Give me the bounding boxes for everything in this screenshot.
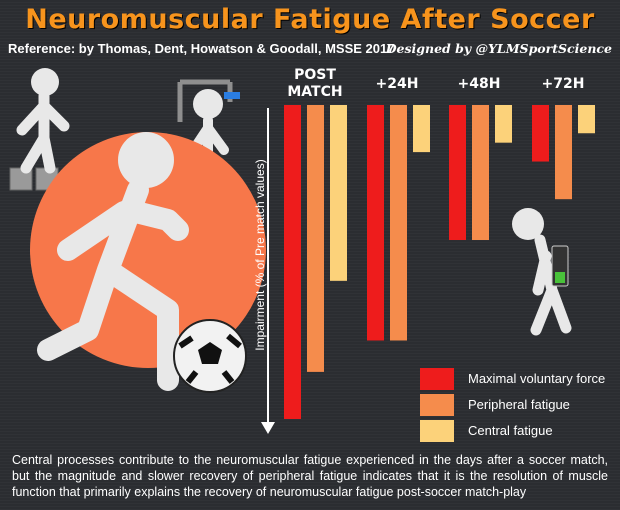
bar-maximal-voluntary-force-48h [449, 105, 466, 241]
legend-swatch-yellow [420, 420, 454, 442]
stick-figure-on-blocks-icon [9, 68, 70, 191]
legend-swatch-red [420, 368, 454, 390]
category-label-48h: +48H [457, 76, 501, 92]
legend-swatch-orange [420, 394, 454, 416]
legend-label: Central fatigue [468, 423, 553, 438]
tired-stick-figure-low-battery-icon [512, 208, 572, 336]
designer-credit: Designed by @YLMSportScience [385, 41, 612, 56]
bar-peripheral-fatigue-24h [390, 105, 407, 341]
bar-central-fatigue-24h [413, 105, 430, 153]
category-label-72h: +72H [541, 76, 585, 92]
conclusion-text: Central processes contribute to the neur… [12, 453, 608, 499]
legend-label: Maximal voluntary force [468, 371, 606, 386]
category-label-24h: +24H [375, 76, 419, 92]
bar-central-fatigue-post-match [330, 105, 347, 281]
y-axis-label: Impairment (% of Pre match values) [253, 159, 267, 351]
bar-maximal-voluntary-force-post-match [284, 105, 301, 419]
bar-maximal-voluntary-force-72h [532, 105, 549, 162]
category-label-post-match: POST MATCH [287, 67, 343, 100]
bar-maximal-voluntary-force-24h [367, 105, 384, 341]
reference-text: Reference: by Thomas, Dent, Howatson & G… [8, 41, 395, 56]
y-axis-arrow-icon [261, 422, 275, 434]
bar-peripheral-fatigue-48h [472, 105, 489, 241]
legend-label: Peripheral fatigue [468, 397, 570, 412]
bar-central-fatigue-48h [495, 105, 512, 143]
bar-peripheral-fatigue-post-match [307, 105, 324, 372]
y-axis-line [267, 108, 269, 424]
bar-peripheral-fatigue-72h [555, 105, 572, 200]
infographic-title: Neuromuscular Fatigue After Soccer [25, 4, 595, 35]
running-stick-figure-kicking-ball-icon [30, 132, 266, 393]
stick-figure-clamp-head-icon [177, 79, 240, 191]
bar-central-fatigue-72h [578, 105, 595, 134]
